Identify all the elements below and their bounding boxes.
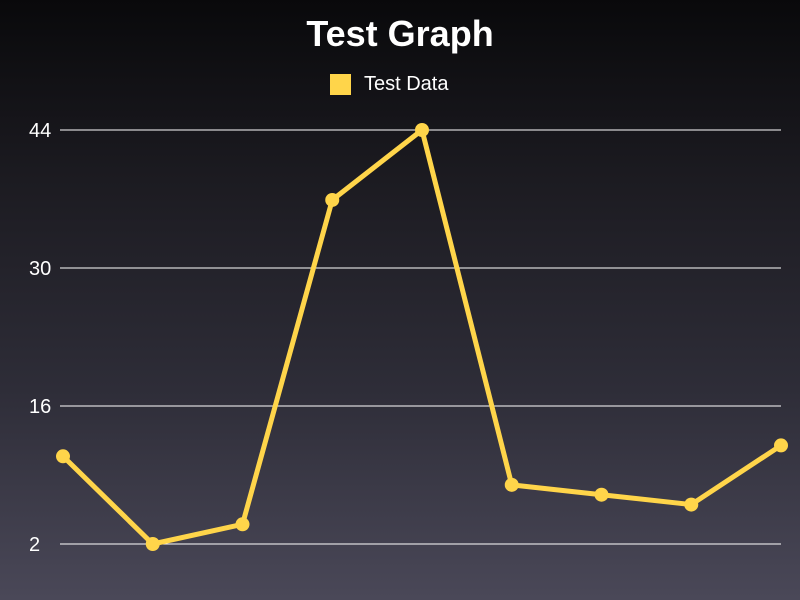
data-point-3[interactable] [236,517,250,531]
data-point-8[interactable] [684,498,698,512]
y-tick-label-30: 30 [29,258,51,280]
data-point-7[interactable] [595,488,609,502]
series-test-data [56,123,788,551]
grid-lines [60,130,781,544]
data-point-1[interactable] [56,449,70,463]
data-point-6[interactable] [505,478,519,492]
data-point-4[interactable] [325,193,339,207]
data-point-9[interactable] [774,438,788,452]
y-tick-label-2: 2 [29,534,40,556]
data-point-5[interactable] [415,123,429,137]
y-tick-label-16: 16 [29,396,51,418]
y-tick-label-44: 44 [29,120,51,142]
data-point-2[interactable] [146,537,160,551]
series-line-0 [63,130,781,544]
y-axis-ticks: 2 16 30 44 [29,120,51,556]
